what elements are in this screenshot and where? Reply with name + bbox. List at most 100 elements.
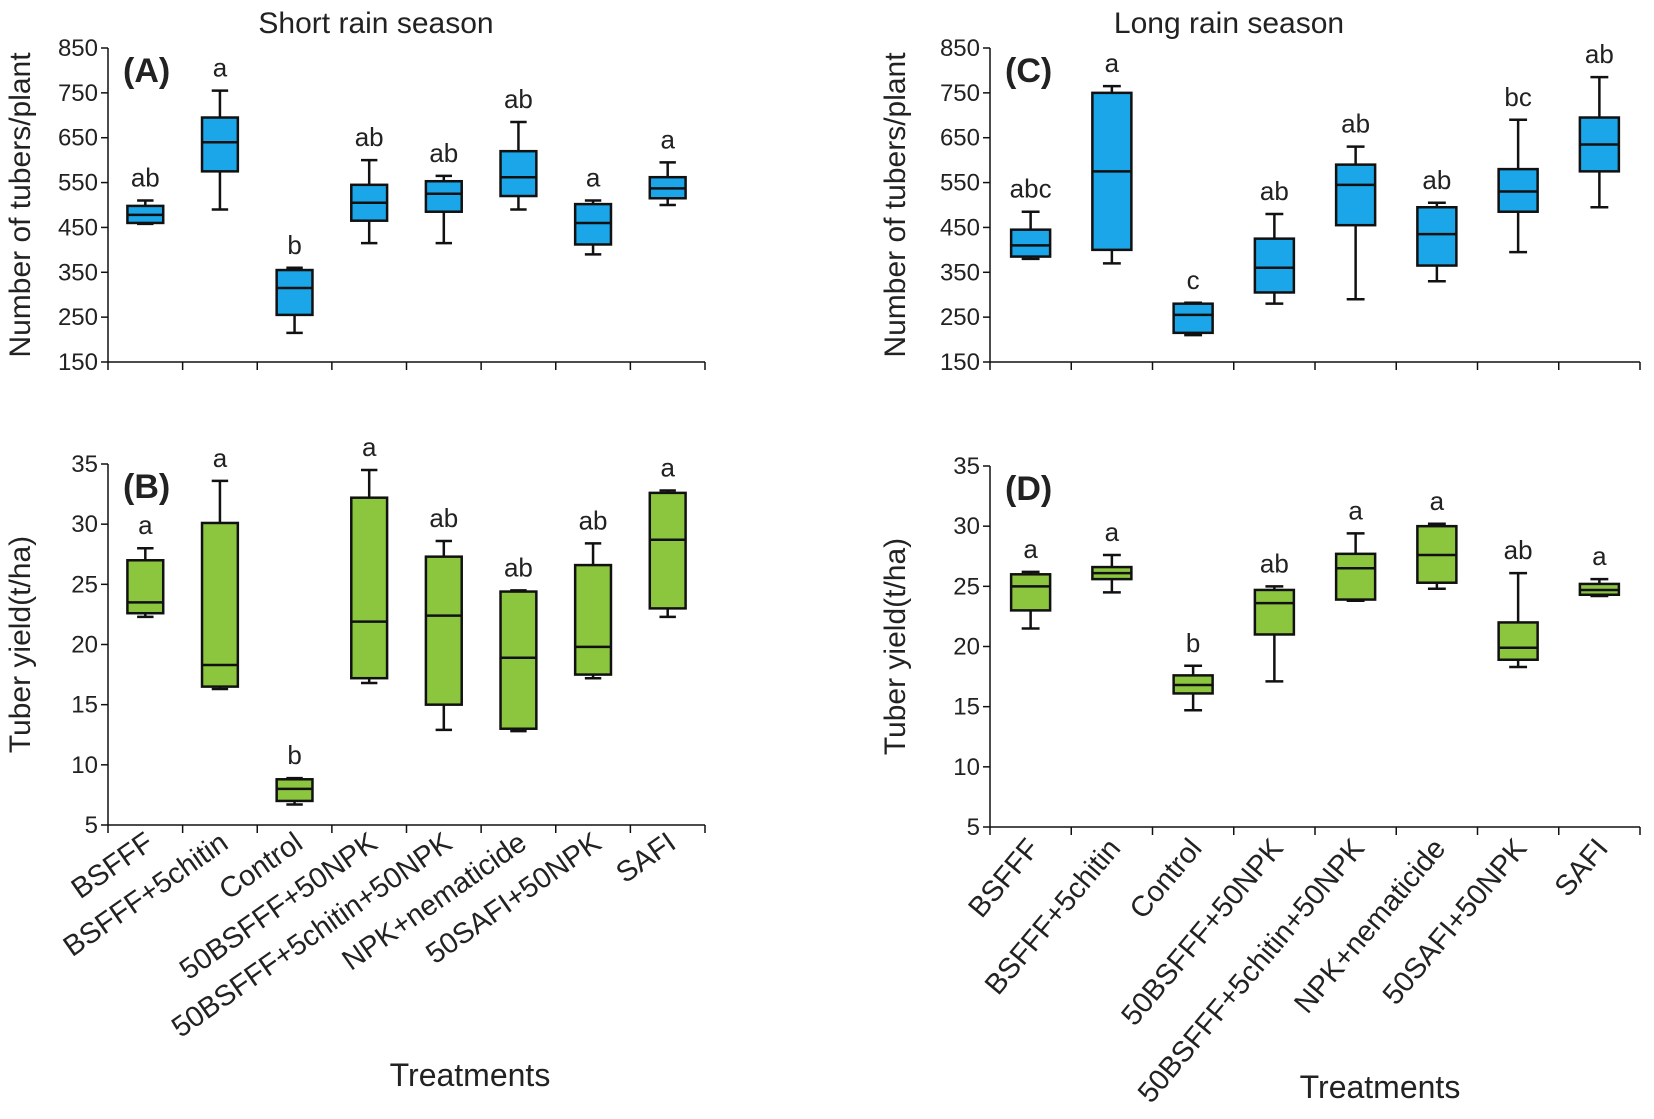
y-axis-title: Number of tubers/plant bbox=[4, 52, 37, 358]
box-iqr bbox=[1172, 302, 1214, 335]
y-tick-label: 550 bbox=[58, 170, 98, 197]
box-iqr bbox=[499, 149, 538, 198]
y-tick-label: 850 bbox=[58, 35, 98, 62]
box-iqr bbox=[126, 559, 165, 615]
box-iqr bbox=[1497, 621, 1539, 661]
y-tick-label: 10 bbox=[953, 754, 980, 781]
significance-letter: a bbox=[213, 443, 228, 473]
box-iqr bbox=[1253, 588, 1296, 636]
significance-letter: b bbox=[287, 230, 301, 260]
significance-letter: ab bbox=[1260, 176, 1289, 206]
x-axis-title-left: Treatments bbox=[390, 1057, 551, 1093]
significance-letter: c bbox=[1187, 265, 1200, 295]
significance-letter: a bbox=[1105, 517, 1120, 547]
significance-letter: ab bbox=[1341, 109, 1370, 139]
significance-letter: a bbox=[362, 432, 377, 462]
y-tick-label: 850 bbox=[940, 35, 980, 62]
box-iqr bbox=[573, 563, 613, 676]
box-iqr bbox=[200, 116, 240, 173]
y-tick-label: 550 bbox=[940, 170, 980, 197]
y-tick-label: 150 bbox=[940, 349, 980, 376]
y-tick-label: 450 bbox=[940, 214, 980, 241]
panel-label: (A) bbox=[123, 52, 170, 90]
significance-letter: ab bbox=[1504, 535, 1533, 565]
x-axis-title-right: Treatments bbox=[1300, 1069, 1461, 1105]
significance-letter: ab bbox=[1585, 39, 1614, 69]
y-tick-label: 20 bbox=[71, 632, 98, 659]
category-label: 50SAFI+50NPK bbox=[1377, 832, 1534, 1011]
panel-a-tubers-short: 150 250 350 450 550 650 750 850 Number of tubers… bbox=[4, 35, 706, 376]
y-tick-label: 650 bbox=[940, 125, 980, 152]
season-title-long: Long rain season bbox=[1114, 7, 1344, 40]
panel-label: (C) bbox=[1005, 52, 1052, 90]
category-label: Control bbox=[1124, 833, 1209, 925]
significance-letter: ab bbox=[504, 84, 533, 114]
y-tick-label: 5 bbox=[85, 812, 98, 839]
panel-c-tubers-long: 150 250 350 450 550 650 750 850 Number of tubers… bbox=[879, 35, 1641, 376]
significance-letter: a bbox=[1023, 534, 1038, 564]
box-iqr bbox=[1009, 573, 1052, 612]
category-label: NPK+nematicide bbox=[1288, 833, 1452, 1020]
y-tick-label: 350 bbox=[58, 259, 98, 286]
y-tick-label: 20 bbox=[953, 634, 980, 661]
significance-letter: b bbox=[287, 740, 301, 770]
y-tick-label: 15 bbox=[953, 694, 980, 721]
significance-letter: a bbox=[1430, 486, 1445, 516]
y-tick-label: 25 bbox=[71, 571, 98, 598]
box-iqr bbox=[1334, 163, 1377, 227]
box-iqr bbox=[424, 179, 463, 213]
y-tick-label: 35 bbox=[953, 453, 980, 480]
season-title-short: Short rain season bbox=[258, 7, 493, 40]
significance-letter: a bbox=[586, 163, 601, 193]
box-iqr bbox=[1253, 237, 1296, 294]
significance-letter: abc bbox=[1010, 174, 1052, 204]
y-tick-label: 35 bbox=[71, 451, 98, 478]
significance-letter: a bbox=[213, 53, 228, 83]
box-iqr bbox=[1009, 228, 1052, 258]
y-axis-title: Tuber yield(t/ha) bbox=[879, 538, 912, 755]
panel-label: (B) bbox=[123, 468, 170, 506]
box-iqr bbox=[350, 496, 389, 680]
y-tick-label: 250 bbox=[940, 304, 980, 331]
box-iqr bbox=[200, 521, 240, 688]
y-tick-label: 250 bbox=[58, 304, 98, 331]
y-tick-label: 25 bbox=[953, 573, 980, 600]
y-tick-label: 750 bbox=[58, 80, 98, 107]
significance-letter: a bbox=[660, 452, 675, 482]
y-axis-title: Tuber yield(t/ha) bbox=[4, 536, 37, 753]
panel-label: (D) bbox=[1005, 470, 1052, 508]
significance-letter: a bbox=[1348, 495, 1363, 525]
category-label: SAFI bbox=[611, 827, 682, 890]
significance-letter: ab bbox=[1260, 548, 1289, 578]
y-tick-label: 350 bbox=[940, 259, 980, 286]
box-iqr bbox=[1416, 205, 1458, 267]
box-iqr bbox=[648, 491, 687, 610]
y-tick-label: 450 bbox=[58, 214, 98, 241]
category-label: SAFI bbox=[1549, 833, 1615, 903]
y-tick-label: 15 bbox=[71, 692, 98, 719]
category-label: BSFFF bbox=[962, 833, 1046, 924]
y-tick-label: 30 bbox=[953, 513, 980, 540]
y-tick-label: 650 bbox=[58, 125, 98, 152]
significance-letter: ab bbox=[579, 505, 608, 535]
significance-letter: b bbox=[1186, 628, 1200, 658]
significance-letter: ab bbox=[131, 163, 160, 193]
box-iqr bbox=[1334, 552, 1377, 601]
significance-letter: ab bbox=[355, 122, 384, 152]
significance-letter: ab bbox=[1422, 165, 1451, 195]
box-iqr bbox=[424, 555, 463, 706]
significance-letter: ab bbox=[504, 552, 533, 582]
significance-letter: a bbox=[138, 510, 153, 540]
significance-letter: a bbox=[660, 124, 675, 154]
significance-letter: bc bbox=[1504, 82, 1531, 112]
significance-letter: ab bbox=[429, 138, 458, 168]
y-tick-label: 750 bbox=[940, 80, 980, 107]
significance-letter: a bbox=[1105, 48, 1120, 78]
box-iqr bbox=[499, 590, 538, 730]
y-tick-label: 5 bbox=[967, 814, 980, 841]
y-tick-label: 10 bbox=[71, 752, 98, 779]
significance-letter: a bbox=[1592, 541, 1607, 571]
significance-letter: ab bbox=[429, 503, 458, 533]
